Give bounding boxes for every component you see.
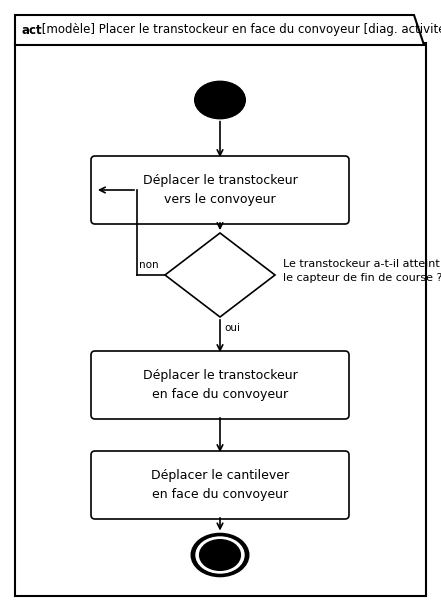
Text: Déplacer le transtockeur
vers le convoyeur: Déplacer le transtockeur vers le convoye… (142, 174, 297, 206)
Ellipse shape (200, 540, 240, 570)
Ellipse shape (194, 81, 245, 119)
FancyBboxPatch shape (91, 451, 349, 519)
Text: [modèle] Placer le transtockeur en face du convoyeur [diag. activités]: [modèle] Placer le transtockeur en face … (38, 23, 441, 37)
Text: Déplacer le transtockeur
en face du convoyeur: Déplacer le transtockeur en face du conv… (142, 369, 297, 401)
FancyBboxPatch shape (91, 351, 349, 419)
Polygon shape (15, 15, 424, 45)
Text: non: non (139, 260, 159, 270)
Ellipse shape (191, 533, 249, 577)
Text: oui: oui (224, 323, 240, 333)
Polygon shape (165, 233, 275, 317)
Text: act: act (22, 23, 43, 37)
Text: Déplacer le cantilever
en face du convoyeur: Déplacer le cantilever en face du convoy… (151, 469, 289, 501)
Text: Le transtockeur a-t-il atteint
le capteur de fin de course ?: Le transtockeur a-t-il atteint le capteu… (283, 258, 441, 284)
Ellipse shape (196, 537, 244, 573)
FancyBboxPatch shape (91, 156, 349, 224)
